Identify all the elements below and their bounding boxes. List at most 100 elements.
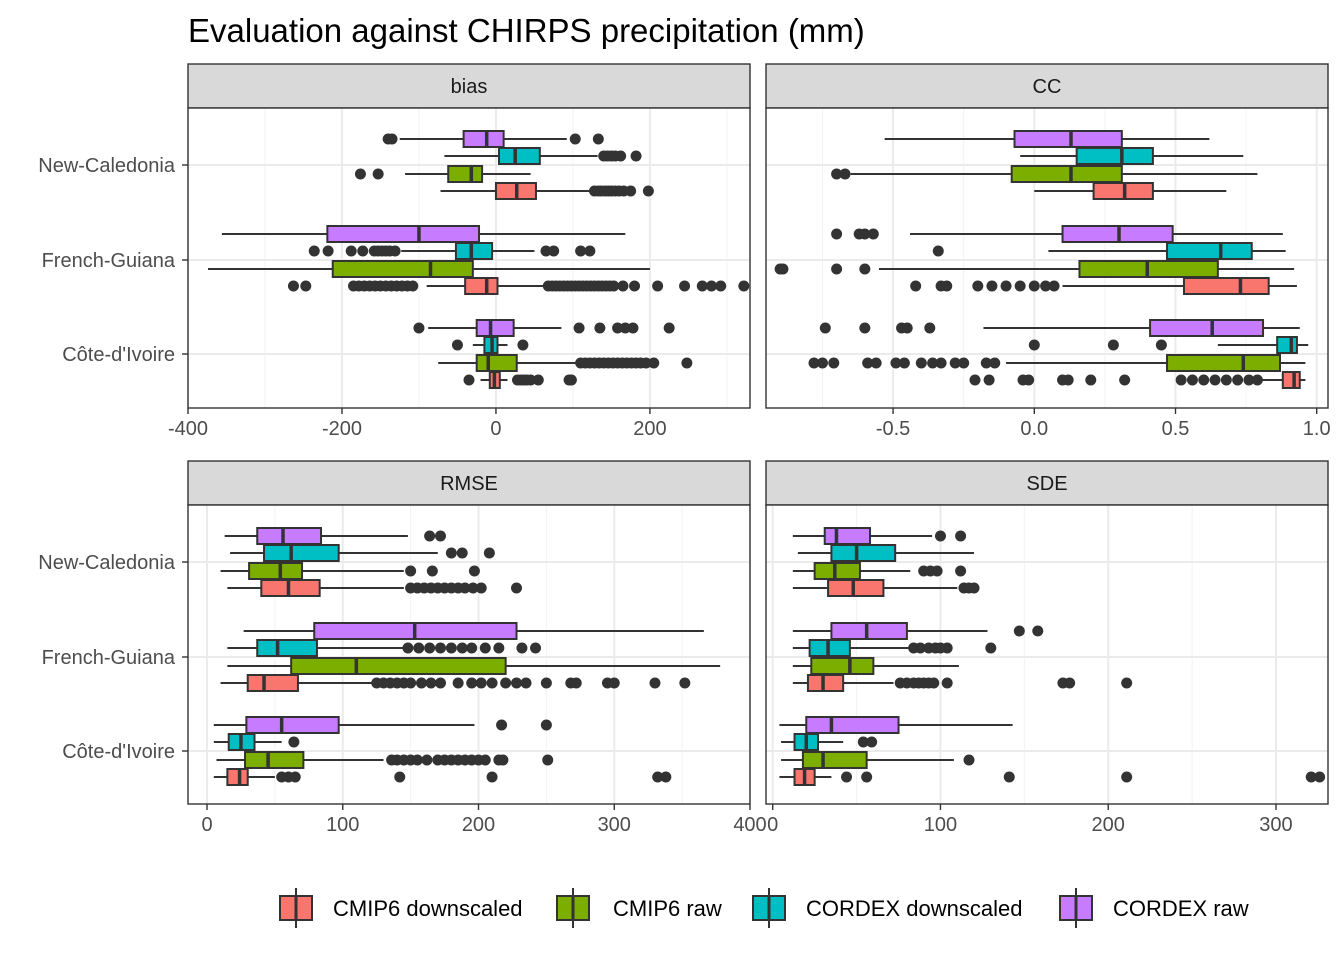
outlier-point — [548, 245, 560, 257]
boxplot-cordex-downscaled — [230, 544, 495, 562]
x-tick-label: -200 — [322, 418, 362, 440]
boxplot-cmip6-downscaled — [463, 371, 577, 389]
outlier-point — [615, 150, 627, 162]
outlier-point — [500, 677, 512, 689]
outlier-point — [463, 374, 475, 386]
boxplot-cmip6-downscaled — [969, 371, 1306, 389]
outlier-point — [777, 263, 789, 275]
region-group-c-te-d-ivoire — [808, 319, 1309, 389]
outlier-point — [706, 280, 718, 292]
boxplot-cmip6-downscaled — [779, 768, 1326, 786]
outlier-point — [831, 168, 843, 180]
outlier-point — [308, 245, 320, 257]
outlier-point — [969, 374, 981, 386]
outlier-point — [963, 754, 975, 766]
outlier-point — [511, 582, 523, 594]
outlier-point — [1013, 625, 1025, 637]
boxplot-cordex-raw — [884, 130, 1210, 148]
outlier-point — [914, 642, 926, 654]
outlier-point — [890, 357, 902, 369]
region-group-new-caledonia — [354, 130, 654, 200]
boxplot-cordex-downscaled — [932, 242, 1286, 260]
box-iqr — [827, 579, 885, 597]
box-iqr — [260, 579, 321, 597]
outlier-point — [1175, 374, 1187, 386]
facet-strip-label: CC — [1033, 76, 1062, 98]
outlier-point — [415, 677, 427, 689]
outlier-point — [322, 245, 334, 257]
box-iqr — [454, 242, 494, 260]
box-iqr — [1010, 165, 1123, 183]
box-iqr — [245, 716, 340, 734]
outlier-point — [496, 719, 508, 731]
region-group-french-guiana — [774, 225, 1297, 295]
outlier-point — [479, 642, 491, 654]
outlier-point — [1209, 374, 1221, 386]
facet-strip-label: SDE — [1026, 473, 1067, 495]
boxplot-cmip6-raw — [220, 562, 480, 580]
boxplot-cordex-downscaled — [213, 733, 300, 751]
outlier-point — [941, 677, 953, 689]
facet-strip — [187, 460, 751, 506]
outlier-point — [402, 642, 414, 654]
boxplot-cmip6-raw — [216, 751, 554, 769]
outlier-point — [288, 736, 300, 748]
outlier-point — [497, 754, 509, 766]
outlier-point — [924, 322, 936, 334]
outlier-point — [808, 357, 820, 369]
x-tick-label: 0 — [490, 418, 501, 440]
outlier-point — [901, 322, 913, 334]
boxplot-cordex-raw — [792, 527, 967, 545]
outlier-point — [287, 280, 299, 292]
region-group-c-te-d-ivoire — [413, 319, 693, 389]
outlier-point — [932, 245, 944, 257]
outlier-point — [459, 582, 471, 594]
chart-title: Evaluation against CHIRPS precipitation … — [188, 12, 865, 49]
outlier-point — [983, 374, 995, 386]
y-tick-label: New-Caledonia — [38, 155, 176, 177]
panel-bias: bias -400 -200 0 200 New-Caledonia French-Guia… — [38, 63, 751, 440]
outlier-point — [630, 150, 642, 162]
outlier-point — [859, 322, 871, 334]
boxplot-cmip6-downscaled — [792, 579, 980, 597]
outlier-point — [927, 357, 939, 369]
outlier-point — [345, 245, 357, 257]
outlier-point — [648, 357, 660, 369]
x-tick-label: 400 — [733, 814, 766, 836]
outlier-point — [592, 133, 604, 145]
legend-label: CORDEX raw — [1113, 896, 1249, 921]
outlier-point — [1243, 374, 1255, 386]
region-group-new-caledonia — [220, 527, 523, 597]
outlier-point — [1314, 771, 1326, 783]
legend-label: CMIP6 raw — [613, 896, 722, 921]
outlier-point — [1121, 771, 1133, 783]
outlier-point — [483, 547, 495, 559]
box-iqr — [475, 319, 515, 337]
outlier-point — [573, 322, 585, 334]
boxplot-cmip6-raw — [781, 751, 975, 769]
outlier-point — [898, 357, 910, 369]
boxplot-cmip6-raw — [227, 657, 721, 675]
box-iqr — [498, 147, 541, 165]
outlier-point — [421, 754, 433, 766]
x-tick-label: 200 — [633, 418, 666, 440]
outlier-point — [1155, 339, 1167, 351]
facet-strip-label: bias — [451, 76, 488, 98]
outlier-point — [594, 322, 606, 334]
box-iqr — [244, 751, 305, 769]
x-tick-label: 300 — [598, 814, 631, 836]
box-iqr — [475, 354, 518, 372]
outlier-point — [565, 374, 577, 386]
outlier-point — [289, 771, 301, 783]
outlier-point — [958, 357, 970, 369]
outlier-point — [1028, 339, 1040, 351]
outlier-point — [540, 719, 552, 731]
region-group-french-guiana — [792, 622, 1133, 692]
outlier-point — [405, 565, 417, 577]
boxplot-cordex-raw — [792, 622, 1044, 640]
outlier-point — [652, 771, 664, 783]
box-iqr — [447, 165, 484, 183]
outlier-point — [424, 642, 436, 654]
legend-item-cmip6-raw: CMIP6 raw — [556, 888, 722, 928]
outlier-point — [386, 133, 398, 145]
